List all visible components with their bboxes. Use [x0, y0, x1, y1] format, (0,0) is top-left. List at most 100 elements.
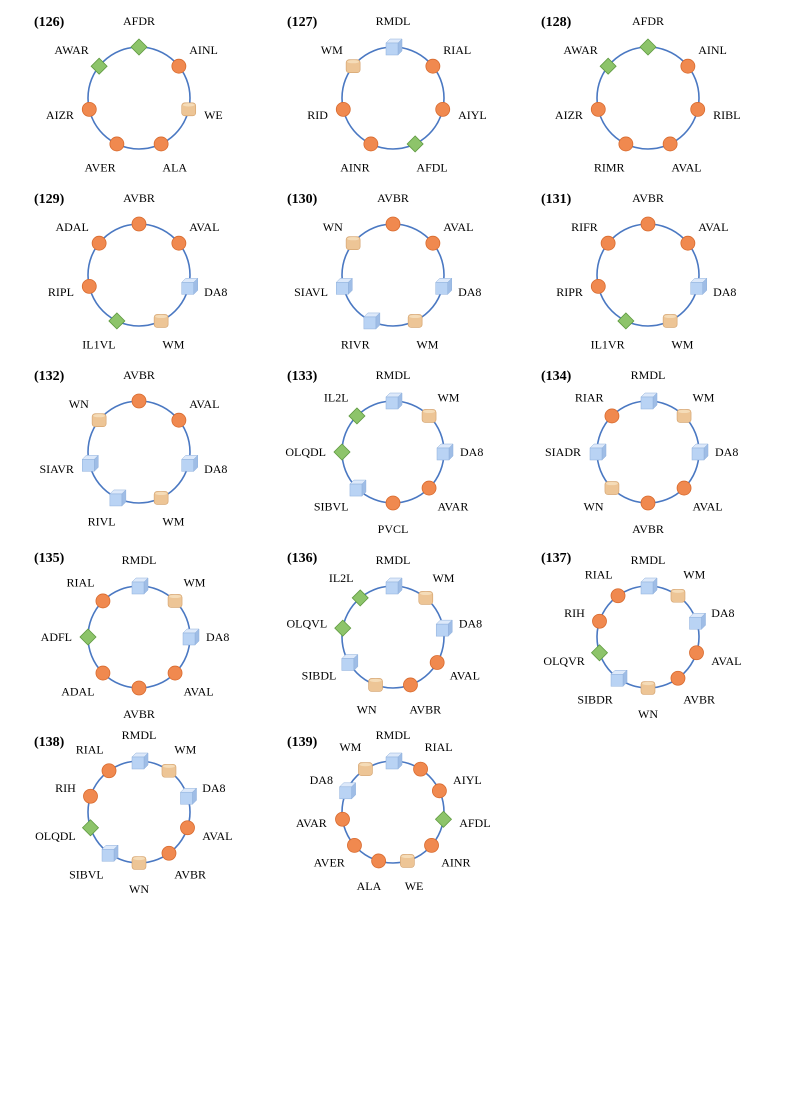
- neuron-node: DA8: [181, 277, 227, 299]
- motif-label: (134): [541, 369, 572, 384]
- cylinder-node-icon: [91, 413, 107, 428]
- neuron-node: WM: [407, 314, 439, 351]
- circle-node-icon: [590, 101, 606, 117]
- cube-node-icon: [109, 489, 127, 507]
- neuron-label: WM: [183, 576, 205, 590]
- neuron-label: WM: [432, 571, 454, 585]
- neuron-label: WN: [69, 397, 89, 411]
- neuron-node: IL2L: [324, 391, 366, 425]
- motif-label: (136): [287, 551, 318, 566]
- neuron-node: AVBR: [123, 191, 155, 232]
- circle-node-icon: [403, 677, 418, 693]
- neuron-node: AIYL: [435, 101, 487, 122]
- neuron-node: WN: [584, 481, 620, 513]
- neuron-node: DA8: [691, 443, 738, 461]
- neuron-node: SIBDR: [577, 669, 628, 706]
- circle-node-icon: [431, 783, 447, 799]
- neuron-label: AVAR: [437, 499, 468, 513]
- neuron-label: IL2L: [329, 571, 354, 585]
- neuron-label: AFDL: [459, 816, 490, 830]
- neuron-label: RIMR: [594, 160, 625, 174]
- circle-node-icon: [425, 235, 441, 251]
- circle-node-icon: [680, 235, 696, 251]
- circle-node-icon: [385, 216, 401, 232]
- neuron-label: AIZR: [46, 108, 74, 122]
- neuron-label: AIYL: [458, 108, 487, 122]
- neuron-node: AINL: [680, 43, 727, 74]
- neuron-label: AVAL: [443, 220, 473, 234]
- neuron-node: WN: [69, 397, 107, 428]
- neuron-node: RMDL: [631, 368, 666, 410]
- neuron-node: AVAL: [680, 220, 728, 251]
- circle-node-icon: [161, 845, 177, 861]
- circle-node-icon: [429, 655, 445, 670]
- neuron-label: AVBR: [123, 368, 155, 382]
- diamond-node-icon: [81, 819, 100, 837]
- neuron-label: DA8: [460, 445, 483, 459]
- neuron-node: AIZR: [46, 101, 97, 122]
- neuron-label: SIAVR: [39, 462, 73, 476]
- neuron-label: RMDL: [631, 553, 666, 567]
- neuron-label: DA8: [711, 606, 734, 620]
- circle-node-icon: [618, 136, 634, 152]
- neuron-label: WM: [162, 514, 184, 528]
- cube-node-icon: [131, 577, 149, 595]
- neuron-label: AVAR: [296, 816, 327, 830]
- neuron-label: DA8: [206, 630, 229, 644]
- circle-node-icon: [670, 670, 686, 686]
- motif-label: (129): [34, 192, 65, 207]
- neuron-label: RMDL: [631, 368, 666, 382]
- neuron-node: DA8: [179, 781, 226, 805]
- neuron-label: WM: [162, 337, 184, 351]
- motif-panel: (131) AVBR AVAL DA8 WM IL1VR RIPR RIFR: [541, 191, 736, 351]
- circle-node-icon: [413, 761, 428, 777]
- neuron-node: AVAR: [421, 480, 468, 513]
- neuron-node: ADAL: [55, 220, 107, 251]
- neuron-label: AVBR: [174, 867, 206, 881]
- neuron-label: SIBVL: [314, 499, 349, 513]
- neuron-node: RMDL: [122, 728, 156, 770]
- circle-node-icon: [335, 101, 351, 117]
- neuron-label: RMDL: [122, 553, 157, 567]
- diamond-node-icon: [351, 589, 369, 607]
- neuron-label: RMDL: [376, 728, 411, 742]
- neuron-node: WM: [167, 576, 206, 608]
- neuron-label: WM: [416, 337, 438, 351]
- cube-node-icon: [589, 443, 607, 461]
- neuron-label: WE: [405, 879, 424, 893]
- diamond-node-icon: [90, 57, 108, 75]
- motif-label: (127): [287, 15, 318, 30]
- motif-panel: (127) RMDL RIAL AIYL AFDL AINR RID WM: [287, 14, 487, 174]
- neuron-node: AVBR: [123, 680, 155, 721]
- neuron-node: RIPL: [48, 278, 97, 299]
- neuron-node: AFDR: [123, 14, 155, 56]
- neuron-label: IL1VR: [591, 337, 625, 351]
- neuron-label: RMDL: [376, 368, 411, 382]
- neuron-node: WN: [357, 678, 383, 716]
- circle-node-icon: [689, 645, 704, 661]
- neuron-node: WN: [323, 220, 361, 251]
- neuron-node: AFDR: [632, 14, 664, 56]
- neuron-node: ALA: [357, 853, 387, 893]
- neuron-node: RIAL: [413, 740, 453, 777]
- motif-panel: (126) AFDR AINL WE ALA AVER AIZR AWAR: [34, 14, 223, 174]
- neuron-label: OLQDL: [35, 829, 76, 843]
- neuron-label: AWAR: [54, 43, 88, 57]
- neuron-node: AFDL: [434, 810, 491, 830]
- neuron-label: AVAL: [698, 220, 728, 234]
- circle-node-icon: [171, 235, 187, 251]
- neuron-label: RIVR: [341, 337, 370, 351]
- neuron-label: AVBR: [632, 522, 664, 536]
- neuron-label: RIBL: [713, 108, 740, 122]
- neuron-label: ALA: [357, 879, 382, 893]
- neuron-node: AVAL: [425, 220, 473, 251]
- motif-label: (135): [34, 551, 65, 566]
- circle-node-icon: [421, 480, 437, 496]
- neuron-node: RIH: [55, 781, 98, 804]
- circle-node-icon: [335, 811, 350, 827]
- neuron-label: AVBR: [683, 692, 715, 706]
- diamond-node-icon: [334, 619, 352, 637]
- circle-node-icon: [690, 101, 706, 117]
- cube-node-icon: [385, 752, 403, 770]
- neuron-node: AWAR: [54, 43, 108, 75]
